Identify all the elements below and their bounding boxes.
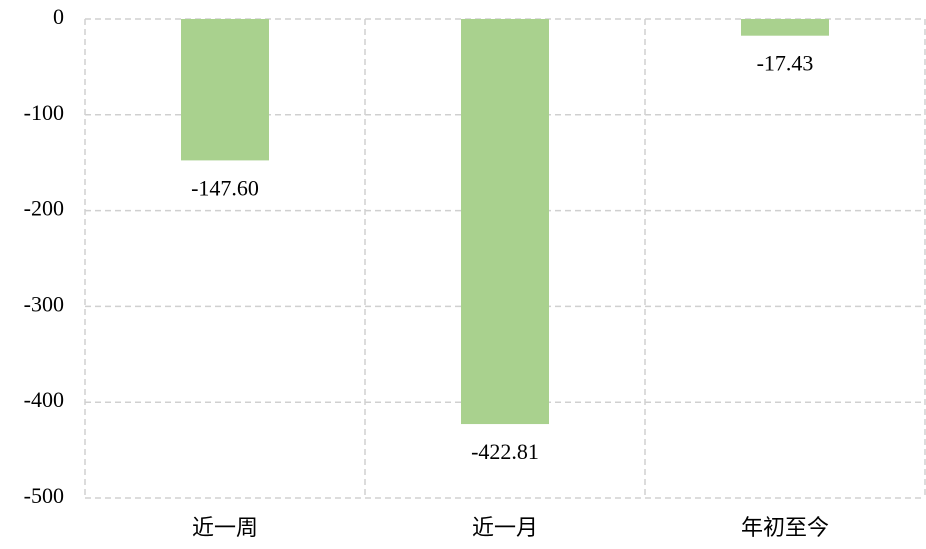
x-tick-label: 近一周 xyxy=(192,515,258,540)
bar xyxy=(181,19,269,161)
y-tick-label: -200 xyxy=(24,196,64,221)
y-tick-label: -100 xyxy=(24,100,64,125)
y-tick-label: -400 xyxy=(24,387,64,412)
data-label: -147.60 xyxy=(191,175,259,200)
x-tick-label: 年初至今 xyxy=(741,515,829,540)
data-label: -17.43 xyxy=(757,51,814,76)
y-tick-label: 0 xyxy=(53,4,64,29)
y-tick-label: -300 xyxy=(24,291,64,316)
data-label: -422.81 xyxy=(471,439,539,464)
x-tick-label: 近一月 xyxy=(472,515,538,540)
bar xyxy=(741,19,829,36)
y-tick-label: -500 xyxy=(24,483,64,508)
bar xyxy=(461,19,549,425)
